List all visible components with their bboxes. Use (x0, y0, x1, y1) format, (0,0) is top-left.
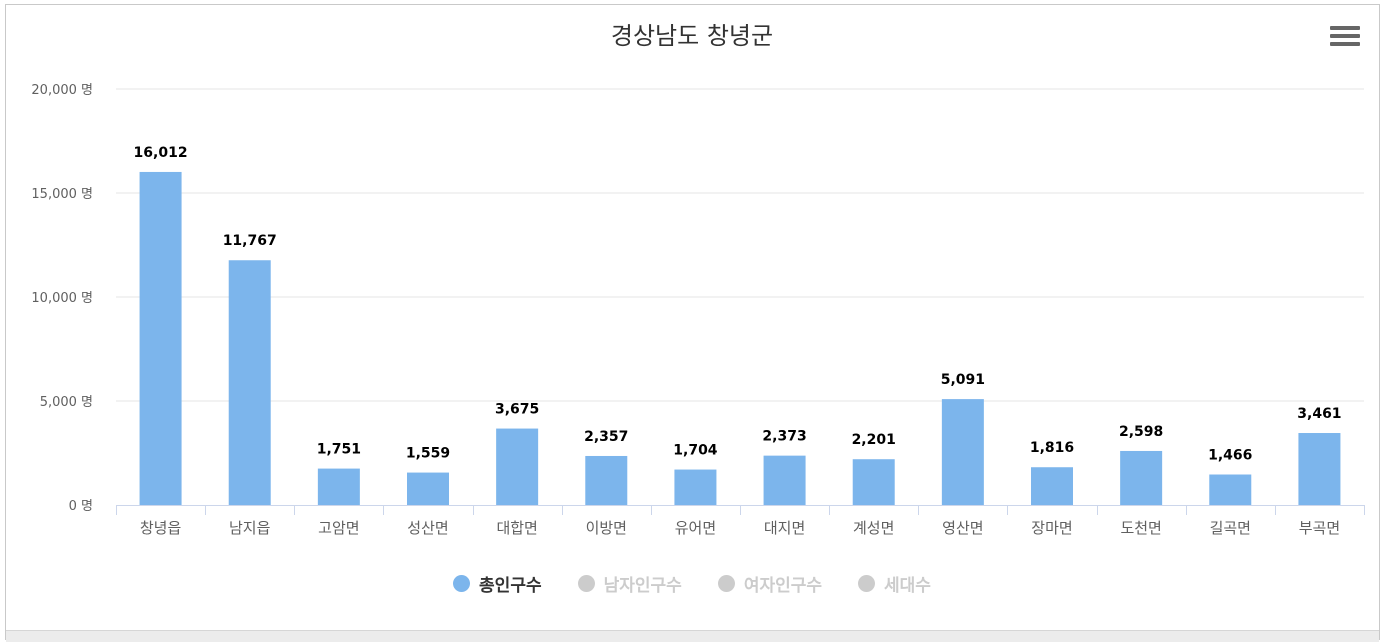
x-tick-label: 장마면 (1031, 519, 1072, 537)
x-tick-label: 계성면 (853, 519, 894, 537)
bar (852, 459, 895, 505)
data-label: 2,373 (762, 429, 806, 445)
bar (1209, 474, 1252, 505)
legend-marker-icon (858, 574, 876, 592)
bar (496, 428, 539, 505)
x-tick-label: 부곡면 (1299, 519, 1340, 537)
bar (941, 399, 984, 505)
bar (139, 171, 182, 506)
data-label: 11,767 (223, 233, 277, 249)
x-tick-label: 대합면 (496, 519, 537, 537)
legend-item[interactable]: 세대수 (858, 571, 931, 596)
bar (1298, 433, 1341, 505)
data-label: 1,704 (673, 443, 718, 459)
x-tick-label: 성산면 (407, 519, 448, 537)
bar (674, 469, 717, 505)
y-tick-label: 20,000 명 (31, 83, 93, 98)
y-tick-label: 10,000 명 (31, 291, 93, 306)
x-tick-label: 영산면 (942, 519, 983, 537)
x-tick-label: 도천면 (1120, 519, 1161, 537)
x-tick-label: 대지면 (764, 519, 805, 537)
bar (407, 472, 449, 505)
legend-marker-icon (453, 574, 471, 592)
legend-label: 여자인구수 (743, 575, 823, 596)
x-tick-label: 이방면 (586, 519, 627, 537)
data-label: 1,466 (1208, 448, 1252, 464)
chart-legend: 총인구수 남자인구수 여자인구수 세대수 (0, 570, 1384, 596)
bar (585, 455, 628, 505)
chart-title: 경상남도 창녕군 (610, 22, 774, 50)
x-tick-label: 길곡면 (1210, 519, 1251, 537)
x-tick-label: 유어면 (675, 519, 716, 537)
legend-item[interactable]: 여자인구수 (717, 571, 823, 596)
data-label: 3,675 (495, 402, 539, 418)
x-tick-label: 남지읍 (229, 519, 270, 537)
legend-label: 남자인구수 (603, 575, 682, 596)
y-tick-label: 0 명 (69, 499, 93, 514)
bar (763, 455, 806, 505)
x-tick-label: 고암면 (318, 519, 359, 537)
legend-marker-icon (577, 574, 595, 592)
legend-label: 세대수 (884, 575, 931, 596)
data-label: 3,461 (1297, 406, 1341, 422)
bar (317, 468, 360, 505)
bar (1031, 467, 1073, 505)
bar (228, 260, 271, 505)
y-tick-label: 15,000 명 (31, 187, 93, 202)
data-label: 2,598 (1119, 424, 1163, 440)
data-label: 16,012 (134, 145, 188, 161)
legend-item[interactable]: 남자인구수 (577, 571, 682, 596)
data-label: 1,816 (1030, 440, 1074, 456)
legend-label: 총인구수 (479, 575, 542, 596)
y-tick-label: 5,000 명 (40, 395, 93, 410)
data-label: 2,357 (584, 429, 628, 445)
horizontal-scrollbar[interactable] (6, 630, 1379, 642)
legend-marker-icon (717, 574, 735, 592)
data-label: 1,559 (406, 446, 450, 462)
legend-item[interactable]: 총인구수 (453, 571, 542, 596)
data-label: 1,751 (317, 442, 361, 458)
x-tick-label: 창녕읍 (140, 519, 181, 537)
bar (1120, 450, 1163, 505)
data-label: 5,091 (941, 372, 985, 388)
data-label: 2,201 (852, 432, 896, 448)
hamburger-menu-icon[interactable] (1330, 26, 1360, 52)
